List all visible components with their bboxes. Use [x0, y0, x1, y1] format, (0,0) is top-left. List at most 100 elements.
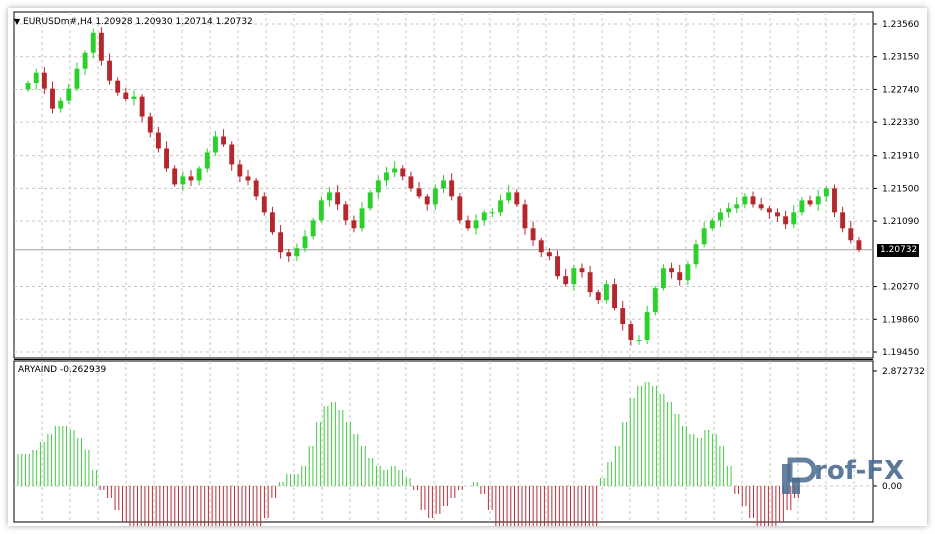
- chart-window[interactable]: 1.23560 1.23150 1.22740 1.22330 1.21910 1.215…: [8, 8, 927, 526]
- candle-body: [840, 212, 846, 229]
- candle-body: [530, 228, 536, 241]
- candle-body: [489, 212, 495, 214]
- candle-body: [807, 200, 813, 205]
- candle-body: [367, 192, 373, 209]
- candle-body: [221, 136, 227, 145]
- candle-body: [685, 264, 691, 281]
- candle-body: [115, 80, 121, 93]
- collapse-triangle-icon[interactable]: ▼: [14, 17, 21, 26]
- candle-body: [261, 196, 267, 213]
- candle-body: [302, 236, 308, 249]
- candle-body: [164, 148, 169, 169]
- symbol-header: ▼ EURUSDm#,H4 1.20928 1.20930 1.20714 1.…: [14, 17, 253, 27]
- candle-body: [538, 240, 544, 253]
- candle-body: [408, 176, 414, 189]
- candle-body: [587, 272, 593, 293]
- candle-body: [204, 152, 210, 169]
- candle-body: [269, 212, 275, 233]
- candle-body: [400, 168, 406, 177]
- candle-body: [335, 192, 341, 205]
- candle-body: [33, 72, 39, 84]
- symbol-label: EURUSDm#,H4: [23, 17, 93, 27]
- candle-body: [848, 228, 854, 241]
- candle-body: [660, 268, 666, 289]
- candle-body: [278, 232, 284, 253]
- candle-body: [481, 212, 487, 221]
- current-price-tag: 1.20732: [877, 243, 919, 257]
- candle-body: [701, 228, 707, 245]
- candle-body: [628, 324, 634, 341]
- candle-body: [188, 176, 194, 181]
- candle-body: [375, 180, 381, 193]
- candle-body: [25, 83, 31, 90]
- candle-body: [294, 248, 300, 257]
- candle-body: [546, 252, 552, 257]
- candle-body: [58, 100, 64, 109]
- candle-body: [791, 212, 797, 225]
- price-tick-label: 1.20270: [882, 283, 919, 293]
- candle-body: [669, 268, 675, 273]
- ohlc-values: 1.20928 1.20930 1.20714 1.20732: [95, 17, 253, 27]
- candle-body: [449, 180, 455, 197]
- candle-body: [318, 200, 324, 221]
- candle-body: [514, 192, 520, 205]
- candle-body: [327, 192, 332, 201]
- candle-body: [359, 208, 365, 229]
- candle-body: [245, 176, 251, 181]
- candle-body: [343, 204, 349, 221]
- price-tick-label: 1.21910: [882, 152, 919, 162]
- price-tick-label: 1.23150: [882, 53, 919, 63]
- candle-body: [384, 172, 389, 181]
- indicator-name: ARYAIND: [18, 365, 58, 375]
- candle-body: [66, 88, 72, 101]
- candle-body: [815, 196, 821, 205]
- candle-body: [750, 196, 756, 205]
- candle-body: [734, 204, 740, 209]
- candle-body: [758, 204, 764, 209]
- candle-body: [212, 136, 218, 153]
- candle-body: [82, 52, 88, 69]
- candle-body: [636, 340, 642, 342]
- candle-body: [579, 268, 585, 273]
- candle-body: [392, 168, 398, 173]
- candle-body: [555, 256, 560, 277]
- indicator-pane-border: [13, 360, 874, 523]
- watermark-text: rof-FX: [814, 456, 905, 486]
- candle-body: [620, 308, 626, 325]
- main-pane-border: [13, 11, 874, 359]
- price-tick-label: 1.19450: [882, 348, 919, 358]
- candle-body: [652, 288, 658, 313]
- prof-fx-watermark: rof-FX: [778, 450, 928, 500]
- indicator-tick-label: 0.00: [882, 482, 902, 492]
- candle-body: [107, 60, 112, 81]
- candle-body: [147, 116, 153, 133]
- price-tick-label: 1.22740: [882, 85, 919, 95]
- candle-body: [563, 276, 569, 285]
- candle-body: [823, 188, 829, 197]
- indicator-tick-label: 2.872732: [882, 367, 925, 377]
- candle-body: [196, 168, 202, 181]
- candle-body: [41, 72, 47, 89]
- candle-body: [522, 204, 528, 229]
- price-tick-label: 1.23560: [882, 20, 919, 30]
- candle-body: [473, 220, 479, 229]
- candle-body: [832, 188, 837, 213]
- candle-body: [98, 32, 104, 61]
- indicator-value: -0.262939: [59, 365, 107, 375]
- price-tick-label: 1.19860: [882, 315, 919, 325]
- candle-body: [766, 208, 772, 213]
- chart-canvas[interactable]: 1.23560 1.23150 1.22740 1.22330 1.21910 1.215…: [8, 8, 927, 526]
- candle-body: [416, 188, 422, 197]
- candle-body: [123, 92, 129, 100]
- candle-body: [310, 220, 316, 237]
- candle-body: [237, 164, 243, 177]
- candle-body: [424, 196, 430, 205]
- candle-body: [506, 192, 512, 201]
- candle-body: [644, 312, 650, 341]
- candle-body: [775, 212, 780, 217]
- candle-body: [677, 272, 683, 281]
- candle-body: [709, 220, 715, 229]
- indicator-header: ARYAIND -0.262939: [18, 365, 106, 375]
- candle-body: [172, 168, 178, 185]
- candle-body: [595, 292, 601, 301]
